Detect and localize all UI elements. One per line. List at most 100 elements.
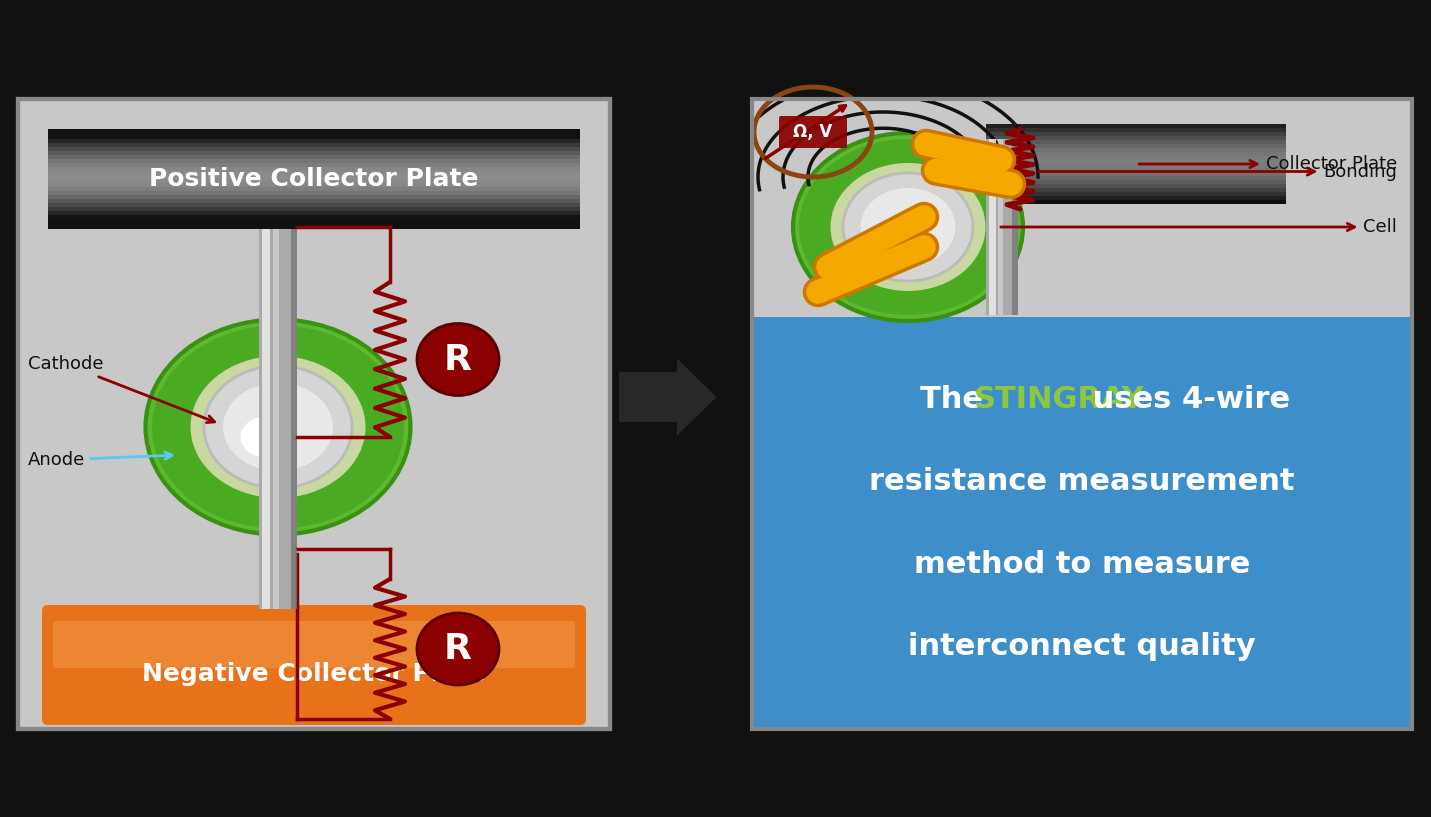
Text: Collector Plate: Collector Plate	[1139, 155, 1397, 173]
Bar	[49, 151, 580, 155]
Ellipse shape	[146, 319, 411, 534]
Bar	[986, 196, 1286, 200]
Ellipse shape	[416, 613, 499, 685]
Bar	[290, 229, 298, 332]
Bar	[986, 128, 1286, 132]
Bar	[290, 549, 298, 609]
Bar	[49, 159, 580, 163]
Bar	[49, 195, 580, 199]
Text: Positive Collector Plate: Positive Collector Plate	[149, 167, 479, 191]
Bar	[753, 99, 1412, 317]
Bar	[986, 139, 1017, 315]
Bar	[259, 229, 298, 332]
Bar	[753, 99, 1412, 729]
Ellipse shape	[798, 139, 1017, 315]
Text: interconnect quality: interconnect quality	[909, 632, 1256, 661]
Bar	[49, 155, 580, 159]
Ellipse shape	[793, 133, 1023, 321]
Bar	[989, 139, 996, 204]
Bar	[49, 129, 580, 229]
Text: The: The	[920, 385, 993, 414]
Ellipse shape	[876, 217, 924, 253]
Ellipse shape	[240, 416, 295, 458]
Text: resistance measurement: resistance measurement	[869, 467, 1295, 496]
Bar	[49, 191, 580, 195]
FancyBboxPatch shape	[53, 621, 575, 668]
Bar	[273, 549, 279, 609]
Bar	[999, 139, 1003, 315]
Bar	[986, 192, 1286, 196]
Bar	[986, 160, 1286, 164]
Text: Ω, V: Ω, V	[793, 123, 833, 141]
Bar	[49, 215, 580, 219]
Bar	[49, 203, 580, 207]
Bar	[49, 175, 580, 179]
Bar	[49, 211, 580, 215]
Bar	[999, 139, 1003, 204]
Bar	[1012, 139, 1017, 315]
Bar	[262, 522, 270, 554]
Bar	[19, 99, 610, 729]
Bar	[273, 229, 279, 332]
Text: STINGRAY: STINGRAY	[975, 385, 1145, 414]
Bar	[986, 172, 1286, 176]
Bar	[986, 139, 1017, 204]
Bar	[986, 176, 1286, 180]
Bar	[49, 183, 580, 187]
Text: R: R	[444, 342, 472, 377]
Bar	[49, 199, 580, 203]
Ellipse shape	[205, 366, 352, 488]
Text: Cathode: Cathode	[29, 355, 215, 422]
Text: Bonding: Bonding	[1039, 163, 1397, 181]
Ellipse shape	[830, 163, 986, 291]
Bar	[986, 188, 1286, 192]
Text: method to measure: method to measure	[914, 550, 1251, 578]
FancyBboxPatch shape	[41, 605, 587, 725]
Bar	[290, 332, 298, 522]
Bar	[19, 99, 610, 729]
Bar	[262, 229, 270, 332]
Bar	[1012, 139, 1017, 204]
Bar	[49, 167, 580, 171]
Bar	[273, 332, 279, 522]
Bar	[986, 180, 1286, 184]
Bar	[986, 164, 1286, 168]
Bar	[986, 168, 1286, 172]
Bar	[986, 148, 1286, 152]
Bar	[986, 152, 1286, 156]
Bar	[49, 187, 580, 191]
Bar	[49, 139, 580, 143]
Ellipse shape	[190, 356, 365, 498]
Ellipse shape	[843, 173, 973, 281]
Bar	[989, 139, 996, 315]
Bar	[259, 332, 298, 522]
Bar	[259, 522, 298, 554]
Text: Negative Collector Plate: Negative Collector Plate	[142, 662, 485, 685]
Bar	[986, 136, 1286, 140]
Bar	[262, 332, 270, 522]
Bar	[986, 156, 1286, 160]
Ellipse shape	[223, 383, 333, 471]
Bar	[986, 132, 1286, 136]
Ellipse shape	[152, 325, 404, 529]
FancyArrow shape	[618, 356, 718, 438]
Bar	[49, 171, 580, 175]
Bar	[49, 179, 580, 183]
Bar	[273, 522, 279, 554]
Ellipse shape	[860, 188, 956, 266]
Bar	[290, 522, 298, 554]
Bar	[986, 184, 1286, 188]
Text: Anode: Anode	[29, 451, 172, 469]
Bar	[986, 200, 1286, 204]
Bar	[259, 549, 298, 609]
FancyBboxPatch shape	[778, 116, 847, 148]
Bar	[49, 163, 580, 167]
Ellipse shape	[416, 324, 499, 395]
Text: Cell: Cell	[1000, 218, 1397, 236]
Bar	[753, 317, 1412, 729]
Text: R: R	[444, 632, 472, 666]
Bar	[49, 143, 580, 147]
Bar	[49, 129, 580, 229]
Bar	[986, 124, 1286, 128]
Bar	[986, 124, 1286, 204]
